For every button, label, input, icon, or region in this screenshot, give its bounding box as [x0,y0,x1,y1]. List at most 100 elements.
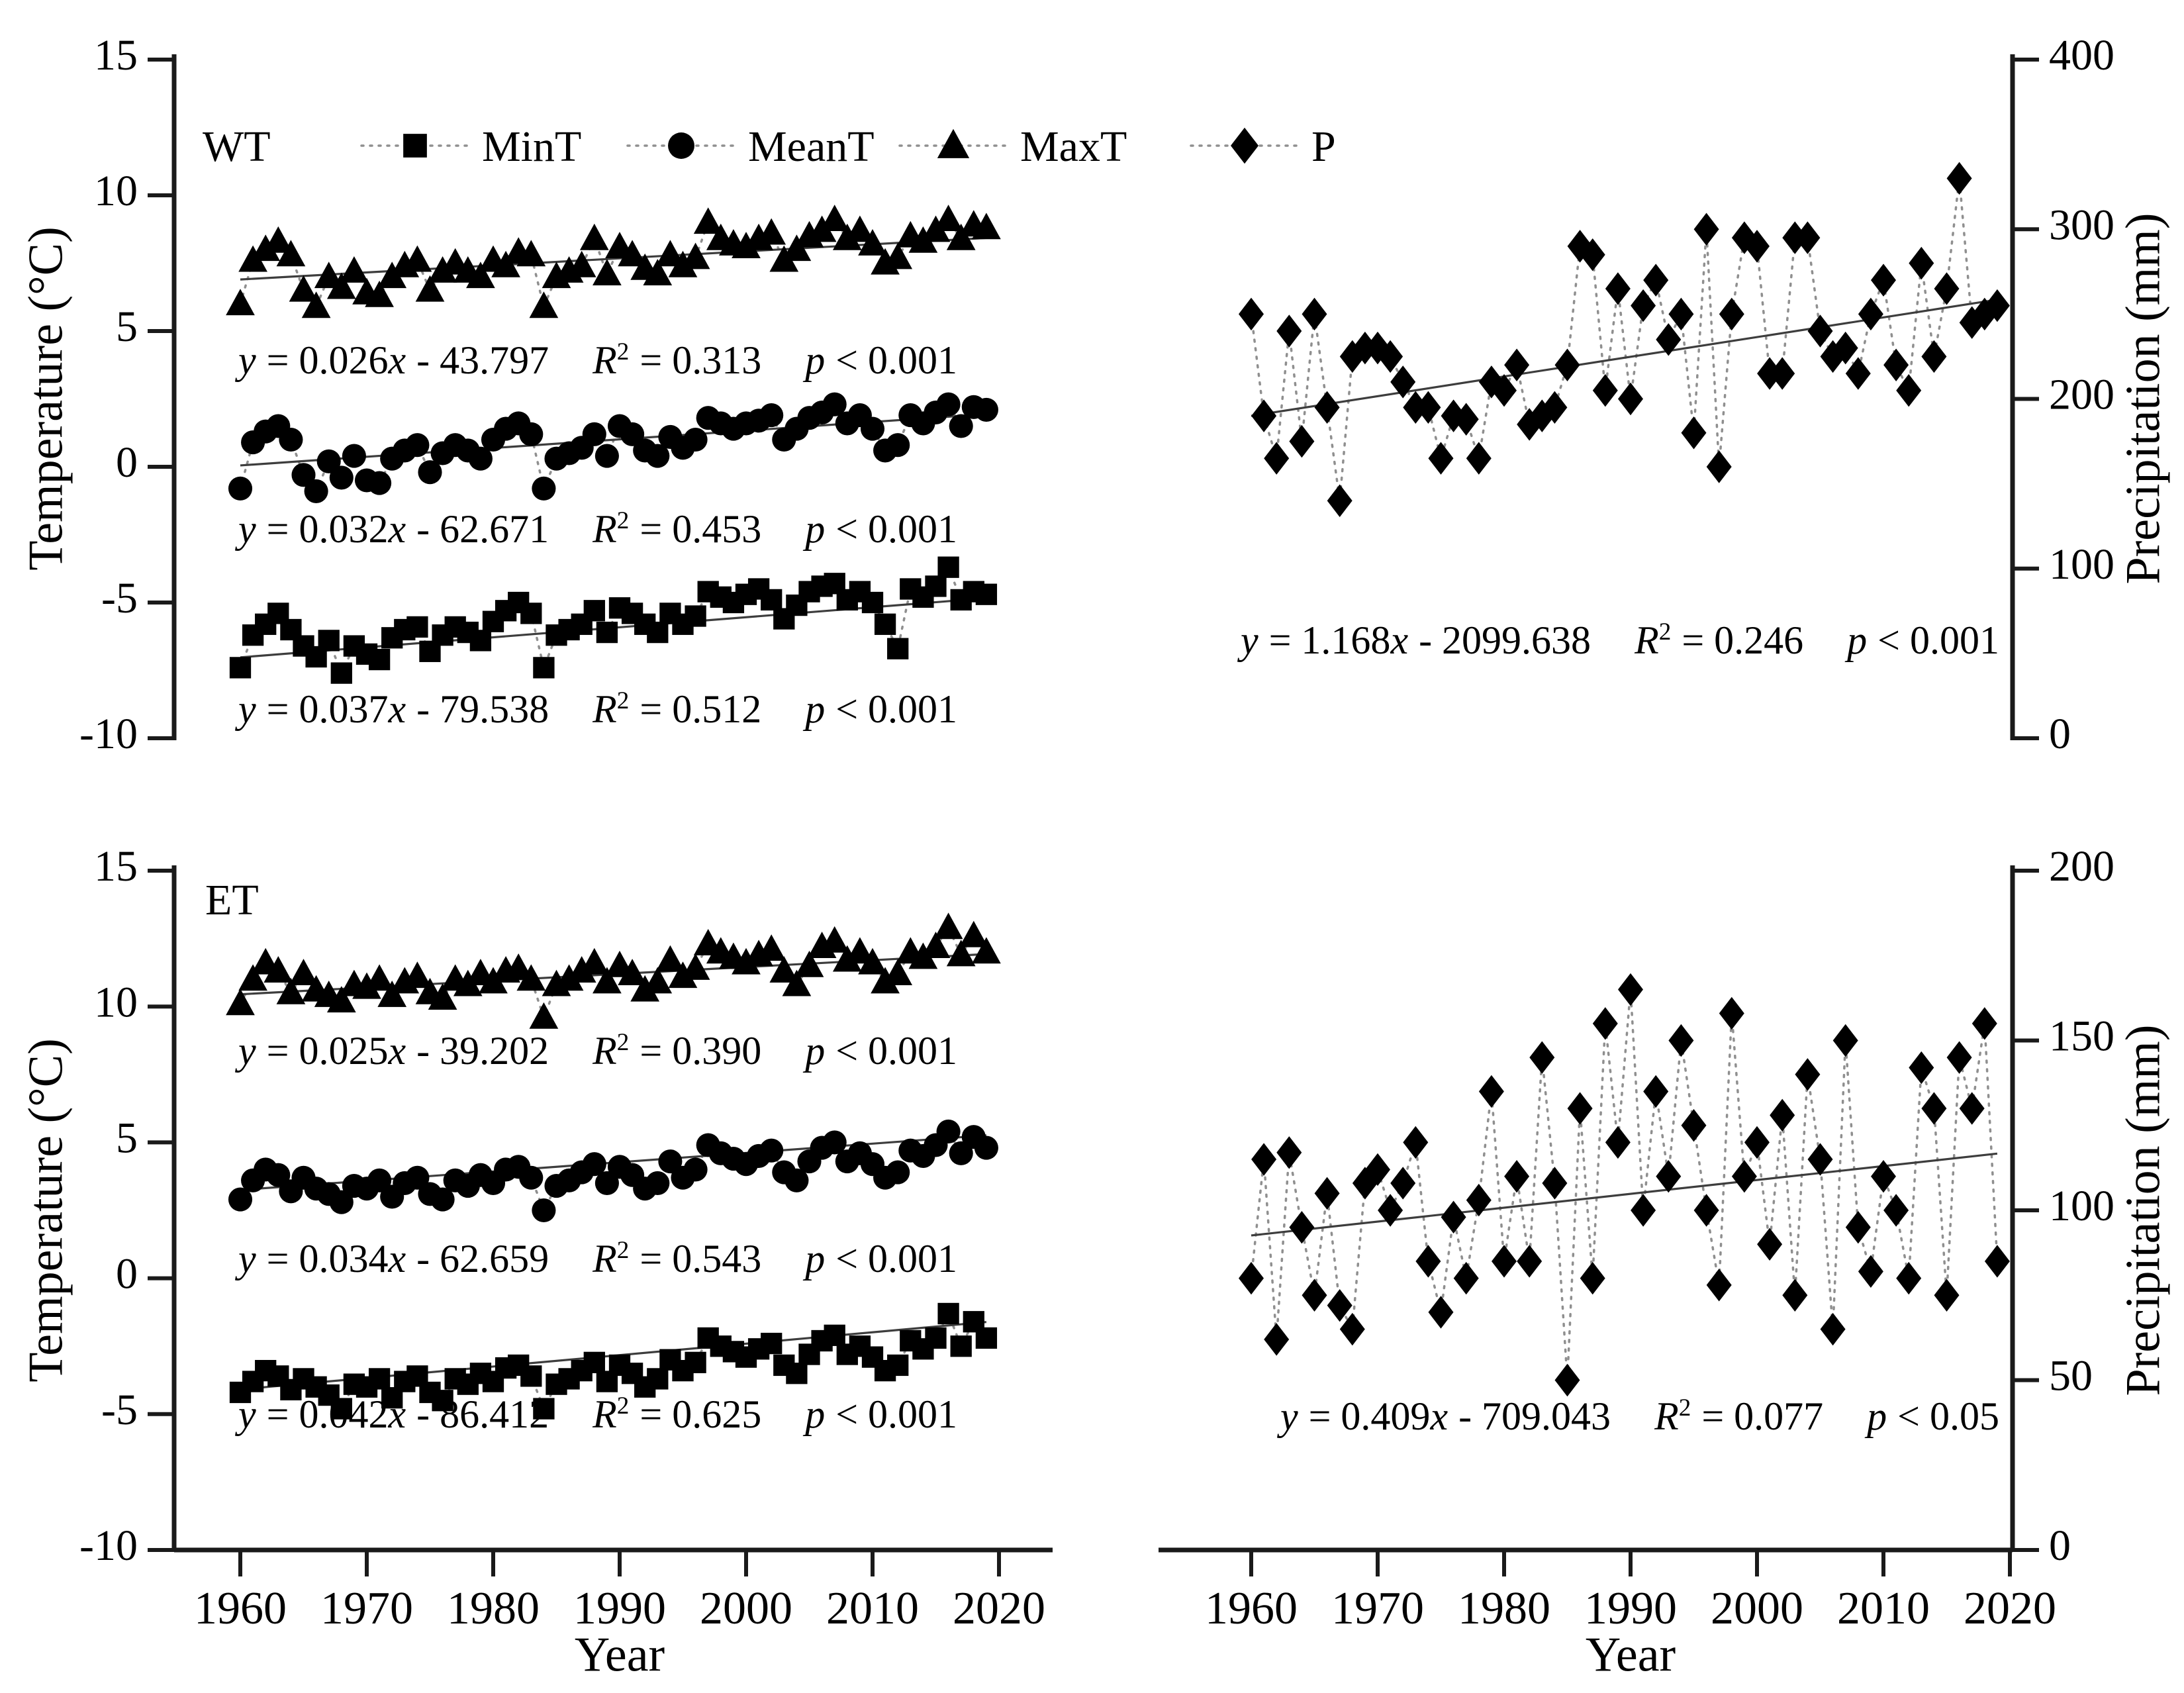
data-point-diamond [1631,289,1656,322]
data-point-diamond [1580,238,1605,271]
data-point-diamond [1504,348,1530,381]
y-axis-tick-label: 0 [116,1250,138,1298]
data-point-square [937,1302,959,1325]
data-point-square [406,616,428,638]
data-point-triangle [301,291,331,318]
data-point-diamond [1770,1098,1795,1132]
data-point-diamond [1517,1245,1543,1278]
data-point-circle [645,444,670,468]
x-axis-tick-label: 1990 [1584,1583,1677,1634]
data-point-diamond [1921,340,1947,373]
y-axis-title-precipitation-top: Precipitation (mm) [2116,213,2171,585]
data-point-diamond [1567,1092,1593,1125]
data-point-triangle [782,234,812,262]
data-point-diamond [1618,382,1643,416]
data-point-diamond [1554,1363,1580,1397]
legend-label: MaxT [1020,122,1127,171]
data-point-diamond [1757,357,1783,390]
data-point-diamond [1984,289,2010,322]
data-point-triangle [681,953,710,980]
data-point-triangle [326,986,356,1013]
data-point-circle [367,471,392,495]
data-point-triangle [820,926,849,953]
trend-line [1251,1152,1998,1237]
data-point-circle [532,1198,556,1223]
data-point-diamond [1757,1228,1783,1261]
data-point-square [229,657,252,679]
data-point-diamond [1327,1288,1353,1322]
y-axis-title-temperature-bottom: Temperature (°C) [19,1038,73,1382]
data-point-square [975,583,998,605]
data-point-circle [582,422,606,446]
data-point-triangle [732,232,761,258]
data-point-diamond [1302,297,1327,331]
data-point-diamond [1352,331,1378,365]
data-point-circle [418,460,442,485]
series-P [1239,162,2010,517]
data-point-circle [291,463,316,487]
data-point-square [596,621,618,644]
y-axis-title-temperature-top: Temperature (°C) [19,226,73,571]
y-axis-tick-label: 15 [94,31,138,79]
data-point-diamond [1668,297,1694,331]
data-point-diamond [1314,391,1340,424]
data-point-diamond [1984,1245,2010,1278]
data-point-diamond [1643,264,1669,297]
data-point-square [786,1363,808,1384]
data-point-square [925,1327,947,1349]
regression-equation-et-precip: y = 0.409x - 709.043 R2 = 0.077 p < 0.05 [1280,1394,1999,1438]
data-point-triangle [529,291,559,318]
data-point-diamond [1921,1092,1947,1125]
diamond-marker-icon [1188,126,1301,169]
x-axis-tick-label: 1960 [1205,1583,1298,1634]
data-point-circle [228,1187,253,1212]
data-point-diamond [1365,1153,1390,1186]
x-axis-tick-label: 1980 [1458,1583,1550,1634]
data-point-circle [822,1130,847,1155]
legend-marker-svg [898,128,1008,158]
legend-item-p: P [1188,125,1336,169]
data-point-square [583,600,605,622]
data-point-triangle [668,961,698,989]
data-point-triangle [251,234,281,262]
data-point-diamond [1529,1041,1555,1074]
data-point-square [403,133,427,158]
data-point-circle [784,1168,809,1192]
data-point-circle [594,1171,619,1196]
y-axis-tick-label: 150 [2049,1012,2114,1061]
data-point-diamond [1693,213,1719,246]
data-point-triangle [946,223,976,250]
data-point-triangle [782,969,812,996]
data-point-triangle [276,240,306,267]
data-point-diamond [1592,1007,1618,1040]
legend-marker-svg [1190,127,1300,164]
data-point-diamond [1946,162,1972,195]
regression-equation-et-meant: y = 0.034x - 62.659 R2 = 0.543 p < 0.001 [238,1237,958,1281]
data-point-diamond [1276,314,1302,348]
data-point-square [887,1354,909,1377]
data-point-diamond [1231,127,1258,164]
data-point-triangle [326,272,356,299]
data-point-triangle [946,940,976,967]
data-point-circle [620,422,645,446]
data-point-triangle [972,213,1001,240]
data-point-diamond [1289,1210,1315,1244]
data-point-square [824,1324,845,1346]
data-point-square [761,1332,783,1355]
data-point-diamond [1251,1143,1277,1176]
data-point-diamond [1820,1312,1846,1346]
x-axis-tick-label: 1960 [194,1583,287,1634]
data-point-diamond [1706,450,1732,483]
series-MaxT [226,912,1001,1029]
y-axis-tick-label: 0 [2049,1522,2071,1570]
data-point-diamond [1883,348,1909,381]
data-point-circle [279,427,303,452]
data-point-diamond [1415,391,1441,424]
data-point-triangle [769,956,799,983]
data-point-square [330,1398,352,1420]
data-point-diamond [1289,424,1315,458]
series-P [1239,973,2010,1397]
y-axis-tick-label: 100 [2049,540,2114,589]
data-point-circle [342,444,366,468]
data-point-diamond [1656,323,1682,356]
